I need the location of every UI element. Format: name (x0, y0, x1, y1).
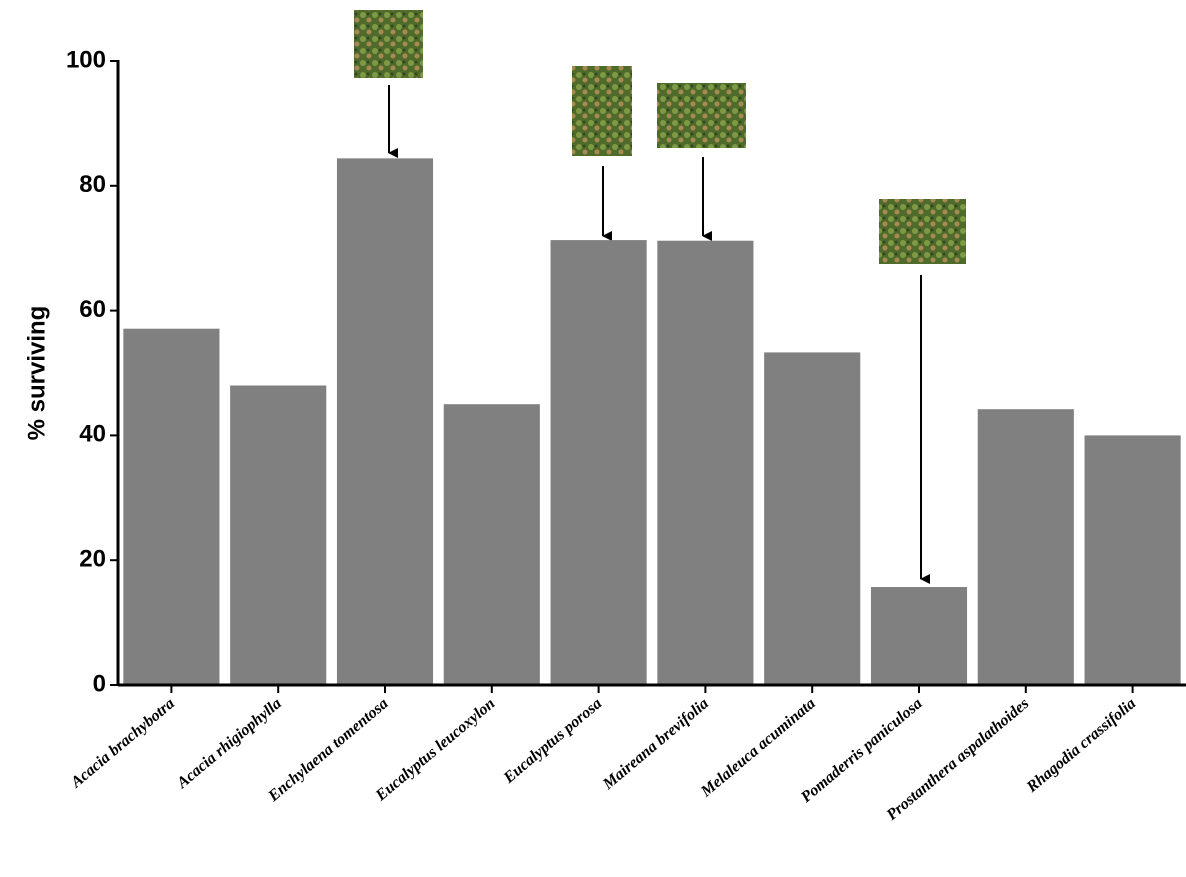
photo (572, 66, 632, 156)
bar (764, 352, 860, 685)
x-tick-label: Eucalyptus porosa (500, 695, 605, 787)
bar (871, 587, 967, 685)
bar (978, 409, 1074, 685)
photos (354, 10, 966, 264)
y-tick-label: 100 (66, 46, 106, 73)
y-axis-label: % surviving (23, 306, 50, 441)
bar (657, 241, 753, 685)
x-tick-label: Enchylaena tomentosa (264, 695, 391, 806)
y-tick-label: 60 (79, 296, 106, 323)
photo (354, 10, 423, 78)
y-tick-label: 20 (79, 546, 106, 573)
y-tick-label: 0 (93, 670, 106, 697)
y-tick-label: 40 (79, 421, 106, 448)
bar (551, 240, 647, 685)
bar (230, 385, 326, 685)
x-tick-label: Acacia brachybotra (67, 695, 178, 792)
x-tick-label: Melaleuca acuminata (697, 695, 819, 801)
bar (444, 404, 540, 685)
photo (657, 83, 746, 148)
x-tick-label: Pomaderris paniculosa (797, 695, 925, 807)
bar (123, 329, 219, 685)
x-tick-label: Acacia rhigiophylla (173, 695, 284, 792)
bar (1085, 435, 1181, 685)
y-tick-label: 80 (79, 171, 106, 198)
photo (879, 199, 966, 264)
bar (337, 158, 433, 685)
chart: % surviving Acacia brachybotraAcacia rhi… (0, 0, 1186, 877)
x-tick-label: Eucalyptus leucoxylon (372, 695, 499, 805)
x-tick-label: Rhagodia crassifolia (1023, 695, 1139, 796)
x-tick-label: Maireana brevifolia (599, 695, 712, 794)
